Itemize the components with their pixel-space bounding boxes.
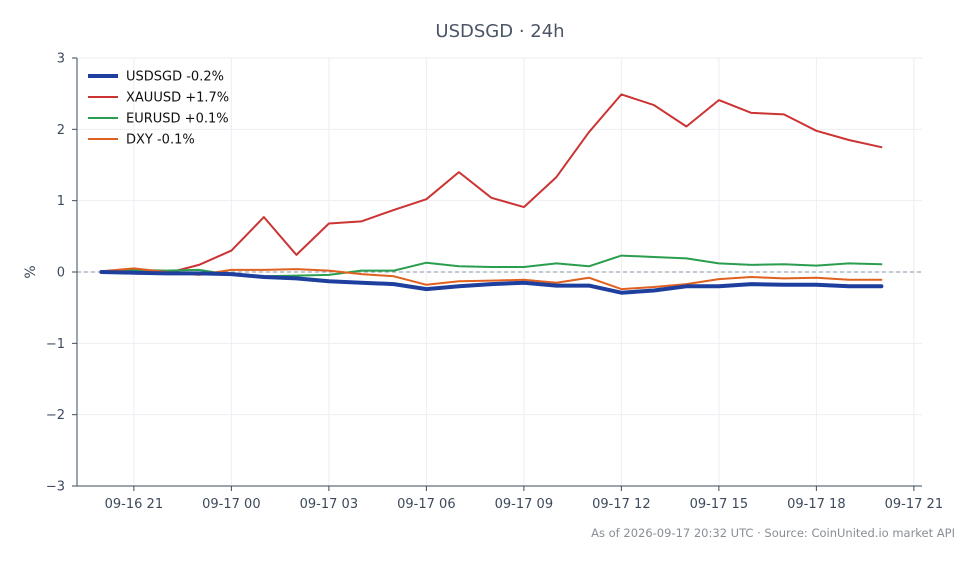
axes: −3 −2 −1 0 1 2 3 09-16 21 09-17 00 09-17 03 09-17 … [46,52,943,513]
series-line-dxy [100,267,883,291]
y-tick-label: 2 [57,123,65,138]
x-tick-label: 09-17 18 [787,497,845,512]
chart-footer: As of 2026-09-17 20:32 UTC · Source: Coi… [591,526,955,540]
series-line-xauusd [100,93,883,275]
y-tick-label: 1 [57,194,65,209]
x-tick-label: 09-17 15 [690,497,748,512]
x-tick-label: 09-17 12 [592,497,650,512]
y-tick-label: −3 [46,480,65,495]
y-tick-label: 3 [57,52,65,67]
x-tick-label: 09-16 21 [105,497,163,512]
legend-label: USDSGD -0.2% [126,70,224,85]
chart-title: USDSGD · 24h [435,21,564,42]
legend-label: EURUSD +0.1% [126,112,229,127]
legend-label: DXY -0.1% [126,133,195,148]
legend: USDSGD -0.2% XAUUSD +1.7% EURUSD +0.1% DXY … [88,70,229,148]
y-tick-label: −2 [46,408,65,423]
y-tick-label: −1 [46,337,65,352]
x-tick-label: 09-17 03 [300,497,358,512]
y-tick-label: 0 [57,266,65,281]
x-tick-label: 09-17 00 [202,497,260,512]
y-axis-label: % [23,265,39,278]
x-tick-label: 09-17 09 [495,497,553,512]
series-line-usdsgd [99,270,884,295]
x-tick-label: 09-17 06 [397,497,455,512]
legend-label: XAUUSD +1.7% [126,91,229,106]
x-tick-label: 09-17 21 [885,497,943,512]
series-lines [99,93,884,295]
